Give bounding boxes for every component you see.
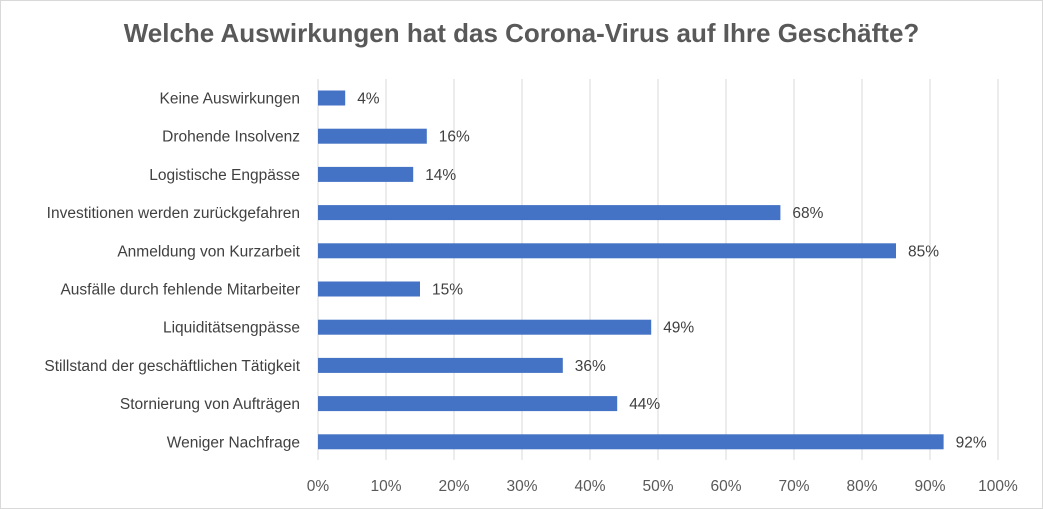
x-tick-label: 70%: [778, 478, 809, 495]
data-label: 36%: [575, 358, 606, 375]
bar: [318, 243, 896, 259]
category-label: Drohende Insolvenz: [162, 129, 300, 146]
bar: [318, 90, 346, 106]
x-tick-label: 90%: [914, 478, 945, 495]
data-label: 14%: [425, 167, 456, 184]
x-tick-label: 20%: [438, 478, 469, 495]
x-tick-label: 100%: [978, 478, 1018, 495]
category-label: Weniger Nachfrage: [167, 434, 300, 451]
category-label: Stornierung von Aufträgen: [120, 396, 300, 413]
data-label: 15%: [432, 282, 463, 299]
bar: [318, 434, 944, 450]
bar: [318, 357, 563, 373]
bar: [318, 205, 781, 221]
x-tick-labels: 0% 10% 20% 30% 40% 50% 60% 70% 80% 90% 100%: [307, 478, 1018, 495]
category-label: Anmeldung von Kurzarbeit: [117, 243, 300, 260]
category-label: Logistische Engpässe: [149, 167, 300, 184]
bars: [318, 90, 944, 450]
data-label: 44%: [629, 396, 660, 413]
category-label: Ausfälle durch fehlende Mitarbeiter: [60, 282, 300, 299]
bar: [318, 319, 652, 335]
x-tick-label: 30%: [506, 478, 537, 495]
data-label: 4%: [357, 91, 380, 108]
bar: [318, 281, 420, 297]
bar: [318, 396, 618, 412]
data-label: 68%: [792, 205, 823, 222]
category-labels: Keine Auswirkungen Drohende Insolvenz Logi…: [44, 91, 300, 452]
category-label: Investitionen werden zurückgefahren: [47, 205, 300, 222]
x-tick-label: 10%: [370, 478, 401, 495]
x-tick-label: 0%: [307, 478, 330, 495]
data-label: 49%: [663, 320, 694, 337]
bar: [318, 166, 414, 182]
x-tick-label: 80%: [846, 478, 877, 495]
chart-title: Welche Auswirkungen hat das Corona-Virus…: [123, 18, 920, 48]
data-label: 85%: [908, 243, 939, 260]
x-tick-label: 60%: [710, 478, 741, 495]
data-labels: 4% 16% 14% 68% 85% 15% 49% 36% 44% 92%: [357, 91, 987, 452]
x-tick-label: 40%: [574, 478, 605, 495]
category-label: Liquiditätsengpässe: [163, 320, 300, 337]
bar: [318, 128, 427, 144]
data-label: 16%: [439, 129, 470, 146]
x-tick-label: 50%: [642, 478, 673, 495]
data-label: 92%: [956, 434, 987, 451]
category-label: Stillstand der geschäftlichen Tätigkeit: [44, 358, 300, 375]
category-label: Keine Auswirkungen: [160, 91, 300, 108]
